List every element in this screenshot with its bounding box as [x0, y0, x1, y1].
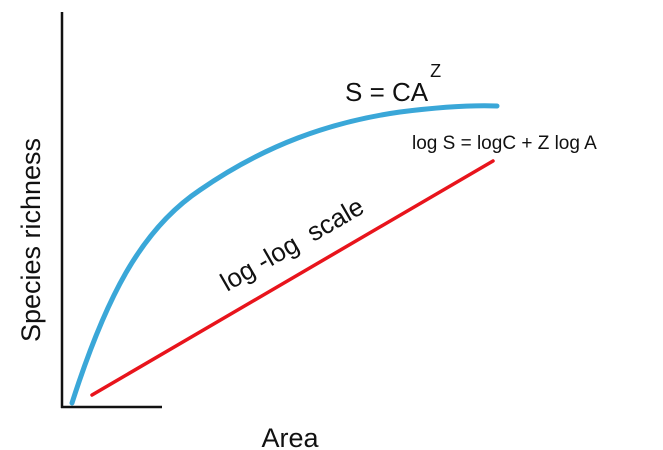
curve-equation-base: S = CA — [345, 77, 429, 107]
log-log-line — [90, 159, 495, 397]
curve-equation: S = CAZ — [345, 61, 441, 107]
curve-equation-exponent: Z — [430, 61, 441, 81]
x-axis-label: Area — [261, 423, 319, 450]
species-area-curve — [69, 103, 500, 406]
y-axis-label: Species richness — [16, 138, 46, 342]
line-label: log -log scale — [215, 191, 369, 297]
line-equation: log S = logC + Z log A — [412, 133, 597, 154]
